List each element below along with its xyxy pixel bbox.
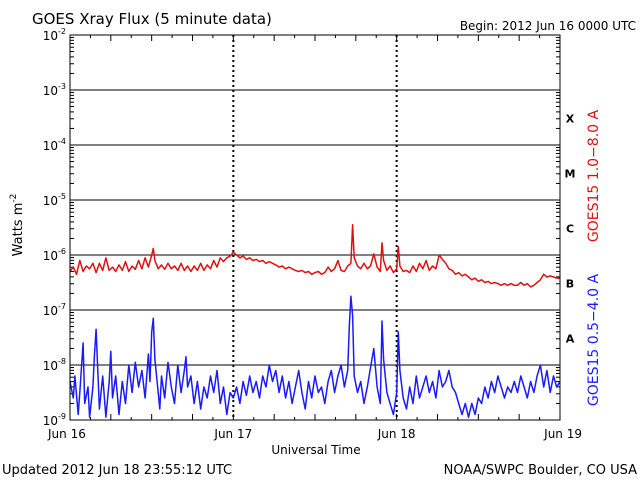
y-tick-label: 10-4 xyxy=(43,137,66,153)
y-tick-base: 10 xyxy=(43,249,58,263)
y-axis-label-text: Watts m xyxy=(11,203,26,257)
flare-class-labels: X M C B A xyxy=(565,113,576,346)
y-tick-base: 10 xyxy=(43,84,58,98)
y-tick-label: 10-8 xyxy=(43,357,66,373)
y-tick-base: 10 xyxy=(43,29,58,43)
y-tick-labels: 10-910-810-710-610-510-410-310-2 xyxy=(43,27,66,428)
flare-class-a: A xyxy=(566,333,575,346)
y-tick-exponent: -7 xyxy=(58,302,66,311)
flare-class-b: B xyxy=(566,278,574,291)
plot-frame xyxy=(69,34,561,421)
series-line-short xyxy=(69,295,561,418)
y-tick-base: 10 xyxy=(43,194,58,208)
flare-class-x: X xyxy=(566,113,575,126)
y-tick-label: 10-7 xyxy=(43,302,66,318)
y-tick-label: 10-2 xyxy=(43,27,66,43)
y-tick-label: 10-5 xyxy=(43,192,66,208)
gridlines xyxy=(69,34,561,421)
y-tick-label: 10-3 xyxy=(43,82,66,98)
y-tick-exponent: -8 xyxy=(58,357,66,366)
series-layer xyxy=(69,224,561,418)
legend-series-long: GOES15 1.0−8.0 A xyxy=(586,110,602,243)
x-axis-label: Universal Time xyxy=(271,443,360,457)
x-tick-label: Jun 18 xyxy=(377,427,416,441)
y-tick-exponent: -4 xyxy=(58,137,66,146)
x-tick-labels: Jun 16 Jun 17 Jun 18 Jun 19 xyxy=(47,427,582,441)
flare-class-c: C xyxy=(566,223,574,236)
y-tick-label: 10-9 xyxy=(43,412,66,428)
x-tick-label: Jun 16 xyxy=(47,427,86,441)
y-tick-base: 10 xyxy=(43,139,58,153)
y-axis-label-sup: -2 xyxy=(9,194,19,203)
y-tick-base: 10 xyxy=(43,414,58,428)
y-tick-base: 10 xyxy=(43,304,58,318)
y-tick-base: 10 xyxy=(43,359,58,373)
y-tick-label: 10-6 xyxy=(43,247,66,263)
begin-label: Begin: 2012 Jun 16 0000 UTC xyxy=(460,19,636,33)
y-tick-exponent: -3 xyxy=(58,82,66,91)
series-line-long xyxy=(69,224,560,288)
legend-series-short: GOES15 0.5−4.0 A xyxy=(586,274,602,407)
credit-label: NOAA/SWPC Boulder, CO USA xyxy=(444,463,637,478)
updated-label: Updated 2012 Jun 18 23:55:12 UTC xyxy=(2,463,232,478)
x-tick-label: Jun 19 xyxy=(543,427,582,441)
y-tick-exponent: -5 xyxy=(58,192,66,201)
chart-title: GOES Xray Flux (5 minute data) xyxy=(32,10,272,28)
y-tick-exponent: -9 xyxy=(58,412,66,421)
flare-class-m: M xyxy=(565,168,576,181)
y-tick-exponent: -2 xyxy=(58,27,66,36)
y-axis-label: Watts m-2 xyxy=(9,194,26,257)
y-tick-exponent: -6 xyxy=(58,247,66,256)
x-tick-label: Jun 17 xyxy=(213,427,252,441)
